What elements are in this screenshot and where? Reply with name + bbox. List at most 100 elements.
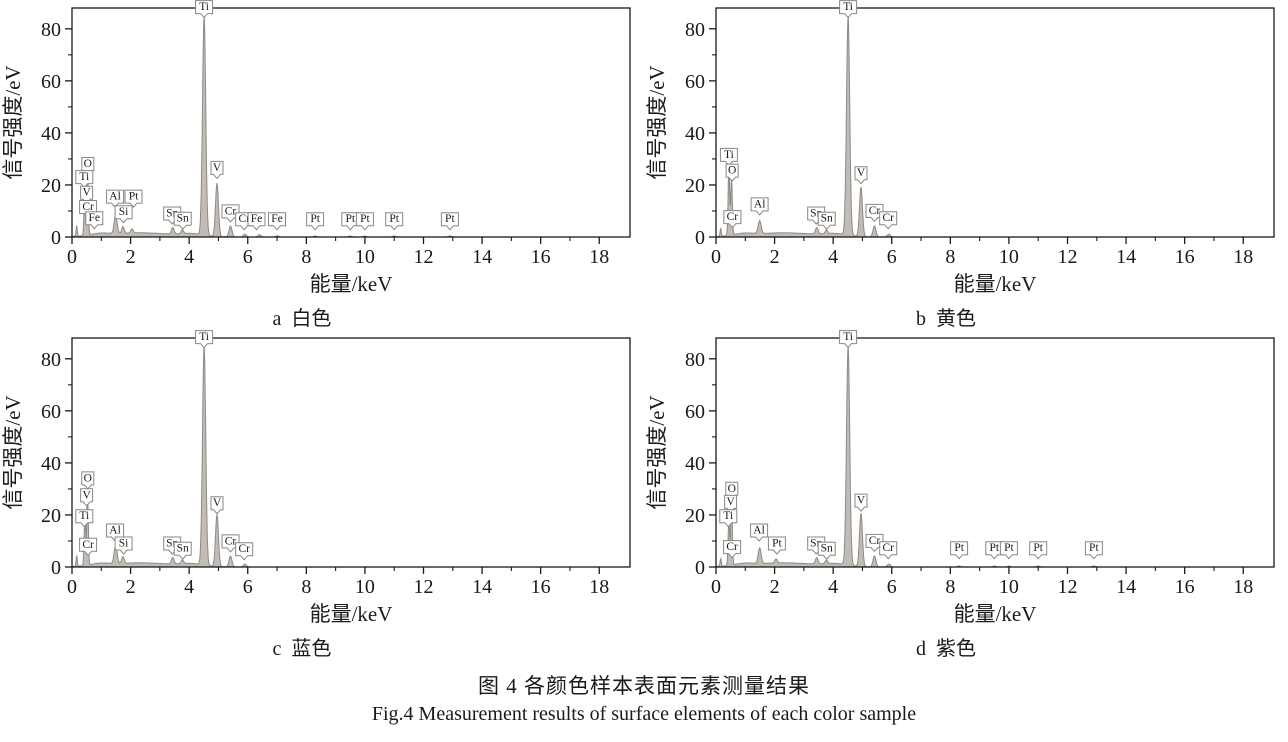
peak-label-Ti: Ti <box>839 0 858 19</box>
svg-text:Pt: Pt <box>360 213 370 225</box>
y-tick-label: 40 <box>41 453 61 475</box>
x-tick-label: 12 <box>413 246 433 268</box>
peak-label-Ti: Ti <box>195 330 214 349</box>
peak-label-Ti: Ti <box>719 147 738 167</box>
peak-label-V: V <box>80 488 94 507</box>
svg-text:Pt: Pt <box>989 542 999 554</box>
plot-frame <box>715 7 1275 238</box>
svg-text:Si: Si <box>119 537 129 549</box>
y-tick-label: 0 <box>51 227 61 249</box>
svg-text:Cr: Cr <box>869 535 881 547</box>
x-axis-title: 能量/keV <box>310 272 393 296</box>
plot-frame <box>71 7 631 238</box>
peak-label-Pt: Pt <box>1084 541 1103 560</box>
y-tick-label: 60 <box>685 71 705 93</box>
spectrum-curve <box>715 347 1274 568</box>
y-tick-label: 20 <box>685 505 705 527</box>
svg-text:Cr: Cr <box>238 543 250 555</box>
svg-text:Sn: Sn <box>177 543 189 555</box>
x-tick-label: 8 <box>301 576 311 598</box>
peak-label-Cr: Cr <box>235 542 254 561</box>
svg-text:Si: Si <box>119 206 129 218</box>
peak-label-Pt: Pt <box>440 212 459 231</box>
svg-text:Ti: Ti <box>724 149 734 161</box>
x-axis: 0 2 4 6 8 10 12 14 16 18 能量/keV <box>67 567 609 626</box>
peak-label-Ti: Ti <box>195 0 214 19</box>
svg-text:Cr: Cr <box>238 213 250 225</box>
peak-label-Ti: Ti <box>75 170 94 189</box>
x-tick-label: 16 <box>531 576 551 598</box>
y-axis: 0 20 40 60 80 信号强度/eV <box>1 349 72 579</box>
peak-label-Cr: Cr <box>221 534 240 553</box>
peak-label-Fe: Fe <box>247 212 266 231</box>
svg-text:V: V <box>82 489 91 501</box>
svg-text:Ti: Ti <box>843 331 853 343</box>
svg-text:Cr: Cr <box>727 211 739 223</box>
peak-label-Cr: Cr <box>879 211 898 230</box>
svg-text:Pt: Pt <box>389 213 399 225</box>
peak-label-Pt: Pt <box>767 536 786 555</box>
svg-text:Pt: Pt <box>310 213 320 225</box>
y-tick-label: 0 <box>51 557 61 579</box>
svg-text:V: V <box>857 167 866 179</box>
x-axis: 0 2 4 6 8 10 12 14 16 18 能量/keV <box>711 567 1253 626</box>
y-tick-label: 20 <box>41 505 61 527</box>
x-tick-label: 14 <box>1116 246 1136 268</box>
svg-text:Fe: Fe <box>271 213 283 225</box>
peak-label-Pt: Pt <box>306 212 325 231</box>
peak-label-Fe: Fe <box>85 211 104 230</box>
x-tick-label: 6 <box>887 576 897 598</box>
x-tick-label: 0 <box>67 246 77 268</box>
x-tick-label: 18 <box>1233 246 1253 268</box>
chart-grid: 0 2 4 6 8 10 12 14 16 18 能量/keV 0 20 40 60 80 信号强度/eV O Ti… <box>1 0 1288 660</box>
y-tick-label: 60 <box>685 401 705 423</box>
svg-text:Sn: Sn <box>821 213 833 225</box>
x-tick-label: 0 <box>711 246 721 268</box>
peak-label-Si: Si <box>114 536 133 555</box>
chart-panel-d: 0 2 4 6 8 10 12 14 16 18 能量/keV 0 20 40 60 80 信号强度/eV O V T… <box>644 330 1288 660</box>
peak-label-Cr: Cr <box>723 540 742 559</box>
svg-text:Sn: Sn <box>177 213 189 225</box>
peak-label-Ti: Ti <box>719 509 738 528</box>
y-tick-label: 0 <box>695 557 705 579</box>
spectrum-curve <box>71 17 630 238</box>
svg-text:Pt: Pt <box>1004 542 1014 554</box>
svg-text:Pt: Pt <box>954 542 964 554</box>
svg-text:Cr: Cr <box>726 541 738 553</box>
svg-text:Cr: Cr <box>82 201 94 213</box>
svg-text:Cr: Cr <box>882 542 894 554</box>
x-tick-label: 8 <box>301 246 311 268</box>
svg-text:V: V <box>857 495 866 507</box>
svg-text:V: V <box>213 497 222 509</box>
y-tick-label: 40 <box>41 123 61 145</box>
spectrum-curve <box>71 347 630 568</box>
peak-label-Al: Al <box>750 523 769 542</box>
y-axis-title: 信号强度/eV <box>1 65 25 179</box>
peak-label-Sn: Sn <box>173 211 192 230</box>
y-axis-title: 信号强度/eV <box>645 65 669 179</box>
y-axis-title: 信号强度/eV <box>1 395 25 509</box>
peak-label-Pt: Pt <box>1029 541 1048 560</box>
x-tick-label: 2 <box>126 246 136 268</box>
x-axis: 0 2 4 6 8 10 12 14 16 18 能量/keV <box>711 237 1253 296</box>
x-tick-label: 12 <box>1057 576 1077 598</box>
svg-text:O: O <box>728 165 736 177</box>
x-tick-label: 4 <box>184 246 194 268</box>
x-tick-label: 2 <box>126 576 136 598</box>
x-tick-label: 10 <box>999 246 1019 268</box>
svg-text:Pt: Pt <box>445 213 455 225</box>
peak-label-Cr: Cr <box>79 537 98 557</box>
svg-text:Pt: Pt <box>1089 542 1099 554</box>
svg-text:V: V <box>82 187 91 199</box>
y-tick-label: 80 <box>41 349 61 371</box>
peak-label-Pt: Pt <box>355 212 374 231</box>
panel-subcaption-a: a 白色 <box>272 308 332 330</box>
peak-label-Ti: Ti <box>839 330 858 349</box>
peak-label-Cr: Cr <box>865 203 884 223</box>
peak-label-Pt: Pt <box>999 541 1018 560</box>
svg-text:Al: Al <box>109 524 121 536</box>
x-tick-label: 14 <box>472 246 492 268</box>
